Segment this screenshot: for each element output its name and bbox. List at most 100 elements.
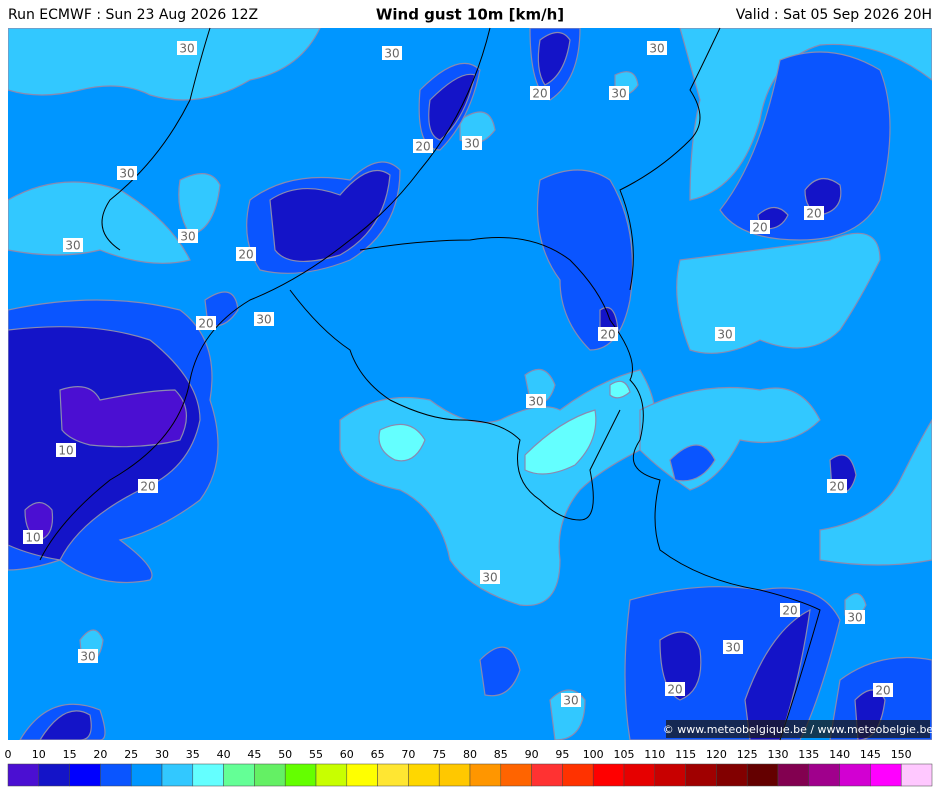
colorbar-swatch [100, 763, 132, 787]
contour-label-bg [138, 479, 158, 493]
colorbar-tick-label: 30 [155, 748, 169, 761]
contour-label-bg [196, 316, 216, 330]
contour-label: 10 [25, 531, 40, 545]
contour-label: 20 [415, 140, 430, 154]
contour-label-bg [609, 86, 629, 100]
contour-label: 20 [829, 480, 844, 494]
contour-label: 30 [528, 395, 543, 409]
contour-label: 20 [198, 317, 213, 331]
colorbar-swatch [161, 763, 194, 787]
run-label: Run ECMWF : Sun 23 Aug 2026 12Z [8, 7, 258, 23]
contour-labels: 30 30 30 20 30 20 30 30 30 30 20 20 30 20 20 20 30 30 10 20… [23, 41, 893, 708]
contour-label-bg [178, 229, 198, 243]
contour-label: 20 [806, 207, 821, 221]
contour-label: 20 [875, 684, 890, 698]
contour-label-bg [56, 443, 76, 457]
colorbar-swatch [69, 763, 101, 787]
colorbar-tick-label: 10 [32, 748, 46, 761]
colorbar-tick-label: 15 [63, 748, 77, 761]
contour-label-bg [827, 479, 847, 493]
colorbar-swatch [746, 763, 779, 787]
contour-label-bg [750, 220, 770, 234]
contour-label: 30 [464, 137, 479, 151]
colorbar-swatch [38, 763, 70, 787]
contour-label: 20 [782, 604, 797, 618]
colorbar-tick-label: 55 [309, 748, 323, 761]
colorbar-tick-label: 135 [798, 748, 819, 761]
contour-label-bg [873, 683, 893, 697]
contour-label: 20 [532, 87, 547, 101]
colorbar-swatch [284, 763, 317, 787]
contour-label: 30 [649, 42, 664, 56]
colorbar-tick-label: 130 [768, 748, 789, 761]
colorbar-tick-label: 20 [93, 748, 107, 761]
colorbar-swatch [685, 763, 717, 787]
colorbar-tick-label: 80 [463, 748, 477, 761]
colorbar-swatch [223, 763, 255, 787]
contour-label-bg [715, 327, 735, 341]
colorbar-tick-label: 50 [278, 748, 292, 761]
contour-label-bg [117, 166, 137, 180]
colorbar-swatch [192, 763, 224, 787]
colorbar-tick-label: 25 [124, 748, 138, 761]
colorbar-swatch [623, 763, 656, 787]
map [8, 27, 932, 741]
contour-label-bg [723, 640, 743, 654]
colorbar-swatch [839, 763, 871, 787]
colorbar-swatch [254, 763, 286, 787]
contour-label-bg [780, 603, 800, 617]
colorbar-tick-label: 60 [340, 748, 354, 761]
contour-label: 20 [600, 328, 615, 342]
contour-label-bg [177, 41, 197, 55]
colorbar-tick-label: 115 [675, 748, 696, 761]
contour-label-bg [845, 610, 865, 624]
contour-label-bg [665, 682, 685, 696]
contour-label: 30 [179, 42, 194, 56]
colorbar-tick-label: 90 [525, 748, 539, 761]
contour-label: 20 [140, 480, 155, 494]
colorbar-swatch [777, 763, 810, 787]
contour-label-bg [804, 206, 824, 220]
colorbar-swatch [7, 763, 40, 787]
valid-label: Valid : Sat 05 Sep 2026 20H [736, 7, 932, 23]
colorbar-swatch [654, 763, 686, 787]
colorbar-tick-label: 70 [401, 748, 415, 761]
credit-box [666, 720, 930, 738]
colorbar-tick-label: 140 [829, 748, 850, 761]
contour-label-bg [462, 136, 482, 150]
colorbar-tick-label: 95 [555, 748, 569, 761]
contour-label: 30 [119, 167, 134, 181]
contour-label-bg [413, 139, 433, 153]
colorbar-swatch [408, 763, 440, 787]
colorbar-tick-label: 125 [737, 748, 758, 761]
contour-label-bg [236, 247, 256, 261]
colorbar-swatch [592, 763, 625, 787]
colorbar-tick-label: 100 [583, 748, 604, 761]
contour-label: 30 [65, 239, 80, 253]
contour-label: 10 [58, 444, 73, 458]
contour-label: 30 [563, 694, 578, 708]
colorbar-tick-label: 85 [494, 748, 508, 761]
colorbar-tick-label: 45 [247, 748, 261, 761]
colorbar-swatch [315, 763, 348, 787]
contour-label: 30 [256, 313, 271, 327]
colorbar-tick-label: 105 [614, 748, 635, 761]
contour-label: 30 [180, 230, 195, 244]
colorbar-tick-label: 65 [371, 748, 385, 761]
contour-label-bg [561, 693, 581, 707]
colorbar-swatch [469, 763, 502, 787]
contour-label: 20 [238, 248, 253, 262]
contour-label: 30 [611, 87, 626, 101]
colorbar-tick-label: 35 [186, 748, 200, 761]
contour-label-bg [598, 327, 618, 341]
contour-label-bg [530, 86, 550, 100]
colorbar-tick-label: 0 [5, 748, 12, 761]
contour-label: 30 [725, 641, 740, 655]
colorbar: 0 10 15 20 25 30 35 40 45 50 55 60 65 70 75 80 85 90 95 100… [5, 748, 933, 787]
contour-label: 20 [752, 221, 767, 235]
colorbar-swatch [900, 763, 933, 787]
credit: © www.meteobelgique.be / www.meteobelgie… [663, 723, 934, 736]
colorbar-swatch [716, 763, 748, 787]
contour-label: 30 [847, 611, 862, 625]
